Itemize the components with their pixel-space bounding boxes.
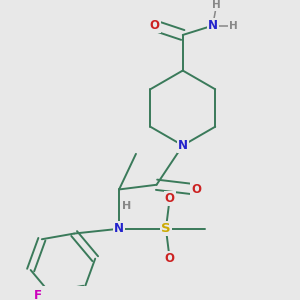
Text: O: O: [165, 192, 175, 205]
Text: N: N: [114, 222, 124, 235]
Text: O: O: [165, 252, 175, 265]
Text: O: O: [191, 183, 201, 196]
Text: N: N: [208, 19, 218, 32]
Text: N: N: [178, 139, 188, 152]
Text: H: H: [122, 201, 131, 211]
Text: H: H: [212, 0, 221, 10]
Text: F: F: [34, 289, 42, 300]
Text: H: H: [229, 21, 238, 31]
Text: O: O: [150, 19, 160, 32]
Text: S: S: [161, 222, 171, 235]
